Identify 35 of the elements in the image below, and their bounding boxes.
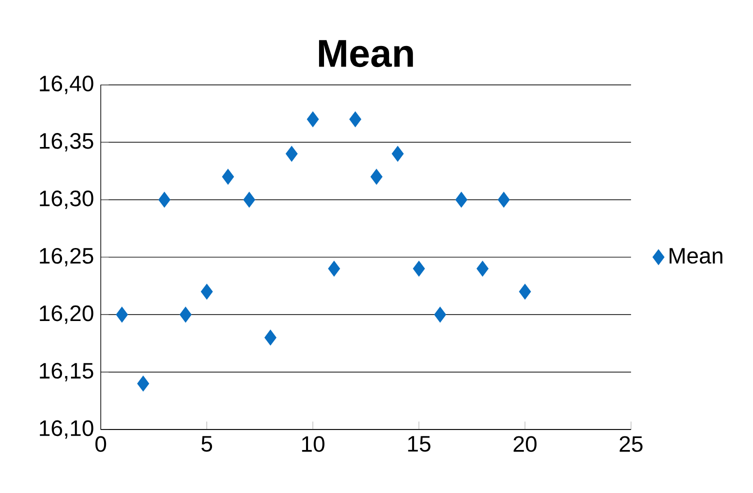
point <box>286 146 298 162</box>
point <box>158 192 170 208</box>
y-tick-label: 16,40 <box>40 76 94 94</box>
y-tick-label: 16,15 <box>40 362 94 382</box>
point <box>455 192 468 208</box>
x-tick-label: 0 <box>95 436 106 452</box>
y-tick-label: 16,35 <box>40 132 94 152</box>
y-tick-label: 16,25 <box>40 248 94 266</box>
x-tick-label: 10 <box>302 436 324 452</box>
point <box>519 284 531 300</box>
legend-label: Mean <box>670 248 722 264</box>
point <box>412 260 425 276</box>
point <box>137 376 150 392</box>
y-tick-label: 16,30 <box>40 190 94 209</box>
point <box>180 306 192 322</box>
x-tick-label: 5 <box>201 436 212 452</box>
point <box>264 330 276 346</box>
point <box>392 146 404 162</box>
x-tick-label: 25 <box>620 436 643 452</box>
point <box>222 168 234 185</box>
point <box>328 260 340 276</box>
point <box>434 306 446 322</box>
point <box>370 168 382 185</box>
y-tick-label: 16,10 <box>40 420 94 439</box>
x-tick-label: 20 <box>514 436 537 452</box>
point <box>200 284 213 300</box>
point <box>306 111 319 128</box>
x-tick-label: 15 <box>408 436 430 452</box>
y-tick-label: 16,20 <box>40 305 94 324</box>
point <box>349 111 362 128</box>
point <box>476 260 489 276</box>
point <box>243 192 256 208</box>
chart-title: Mean <box>319 40 413 67</box>
point <box>116 306 128 322</box>
point <box>498 192 510 208</box>
